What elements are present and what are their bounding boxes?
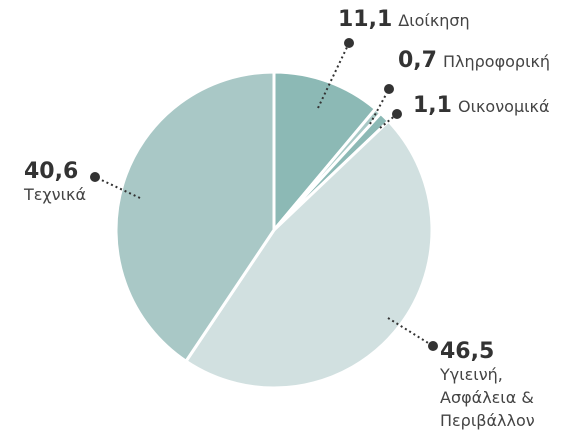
pie-slice xyxy=(184,119,434,390)
pie-slice xyxy=(272,70,377,232)
slice-label: 46,5 Υγιεινή, Ασφάλεια & Περιβάλλον xyxy=(440,340,560,432)
category-label: Υγιεινή, Ασφάλεια & Περιβάλλον xyxy=(440,365,535,430)
leader-dot xyxy=(90,172,100,182)
leader-dot xyxy=(344,38,354,48)
category-label: Τεχνικά xyxy=(24,185,86,204)
slice-label: 40,6 Τεχνικά xyxy=(24,160,86,206)
leader-line xyxy=(379,113,398,129)
category-label: Πληροφορική xyxy=(442,52,551,71)
pie-slice xyxy=(114,70,276,363)
category-label: Οικονομικά xyxy=(457,97,550,116)
value-label: 1,1 xyxy=(413,93,452,118)
value-label: 40,6 xyxy=(24,159,79,184)
leader-dot xyxy=(428,341,438,351)
slice-label: 11,1 Διοίκηση xyxy=(338,8,470,32)
leader-line xyxy=(387,317,434,347)
category-label: Διοίκηση xyxy=(398,11,470,30)
value-label: 11,1 xyxy=(338,7,393,32)
slice-label: 1,1 Οικονομικά xyxy=(413,94,550,118)
value-label: 46,5 xyxy=(440,339,495,364)
leader-line xyxy=(369,88,390,125)
value-label: 0,7 xyxy=(398,48,437,73)
leader-line xyxy=(94,176,141,199)
leader-dot xyxy=(392,109,402,119)
slice-label: 0,7 Πληροφορική xyxy=(398,49,550,73)
leader-line xyxy=(317,42,350,109)
leader-dot xyxy=(384,84,394,94)
